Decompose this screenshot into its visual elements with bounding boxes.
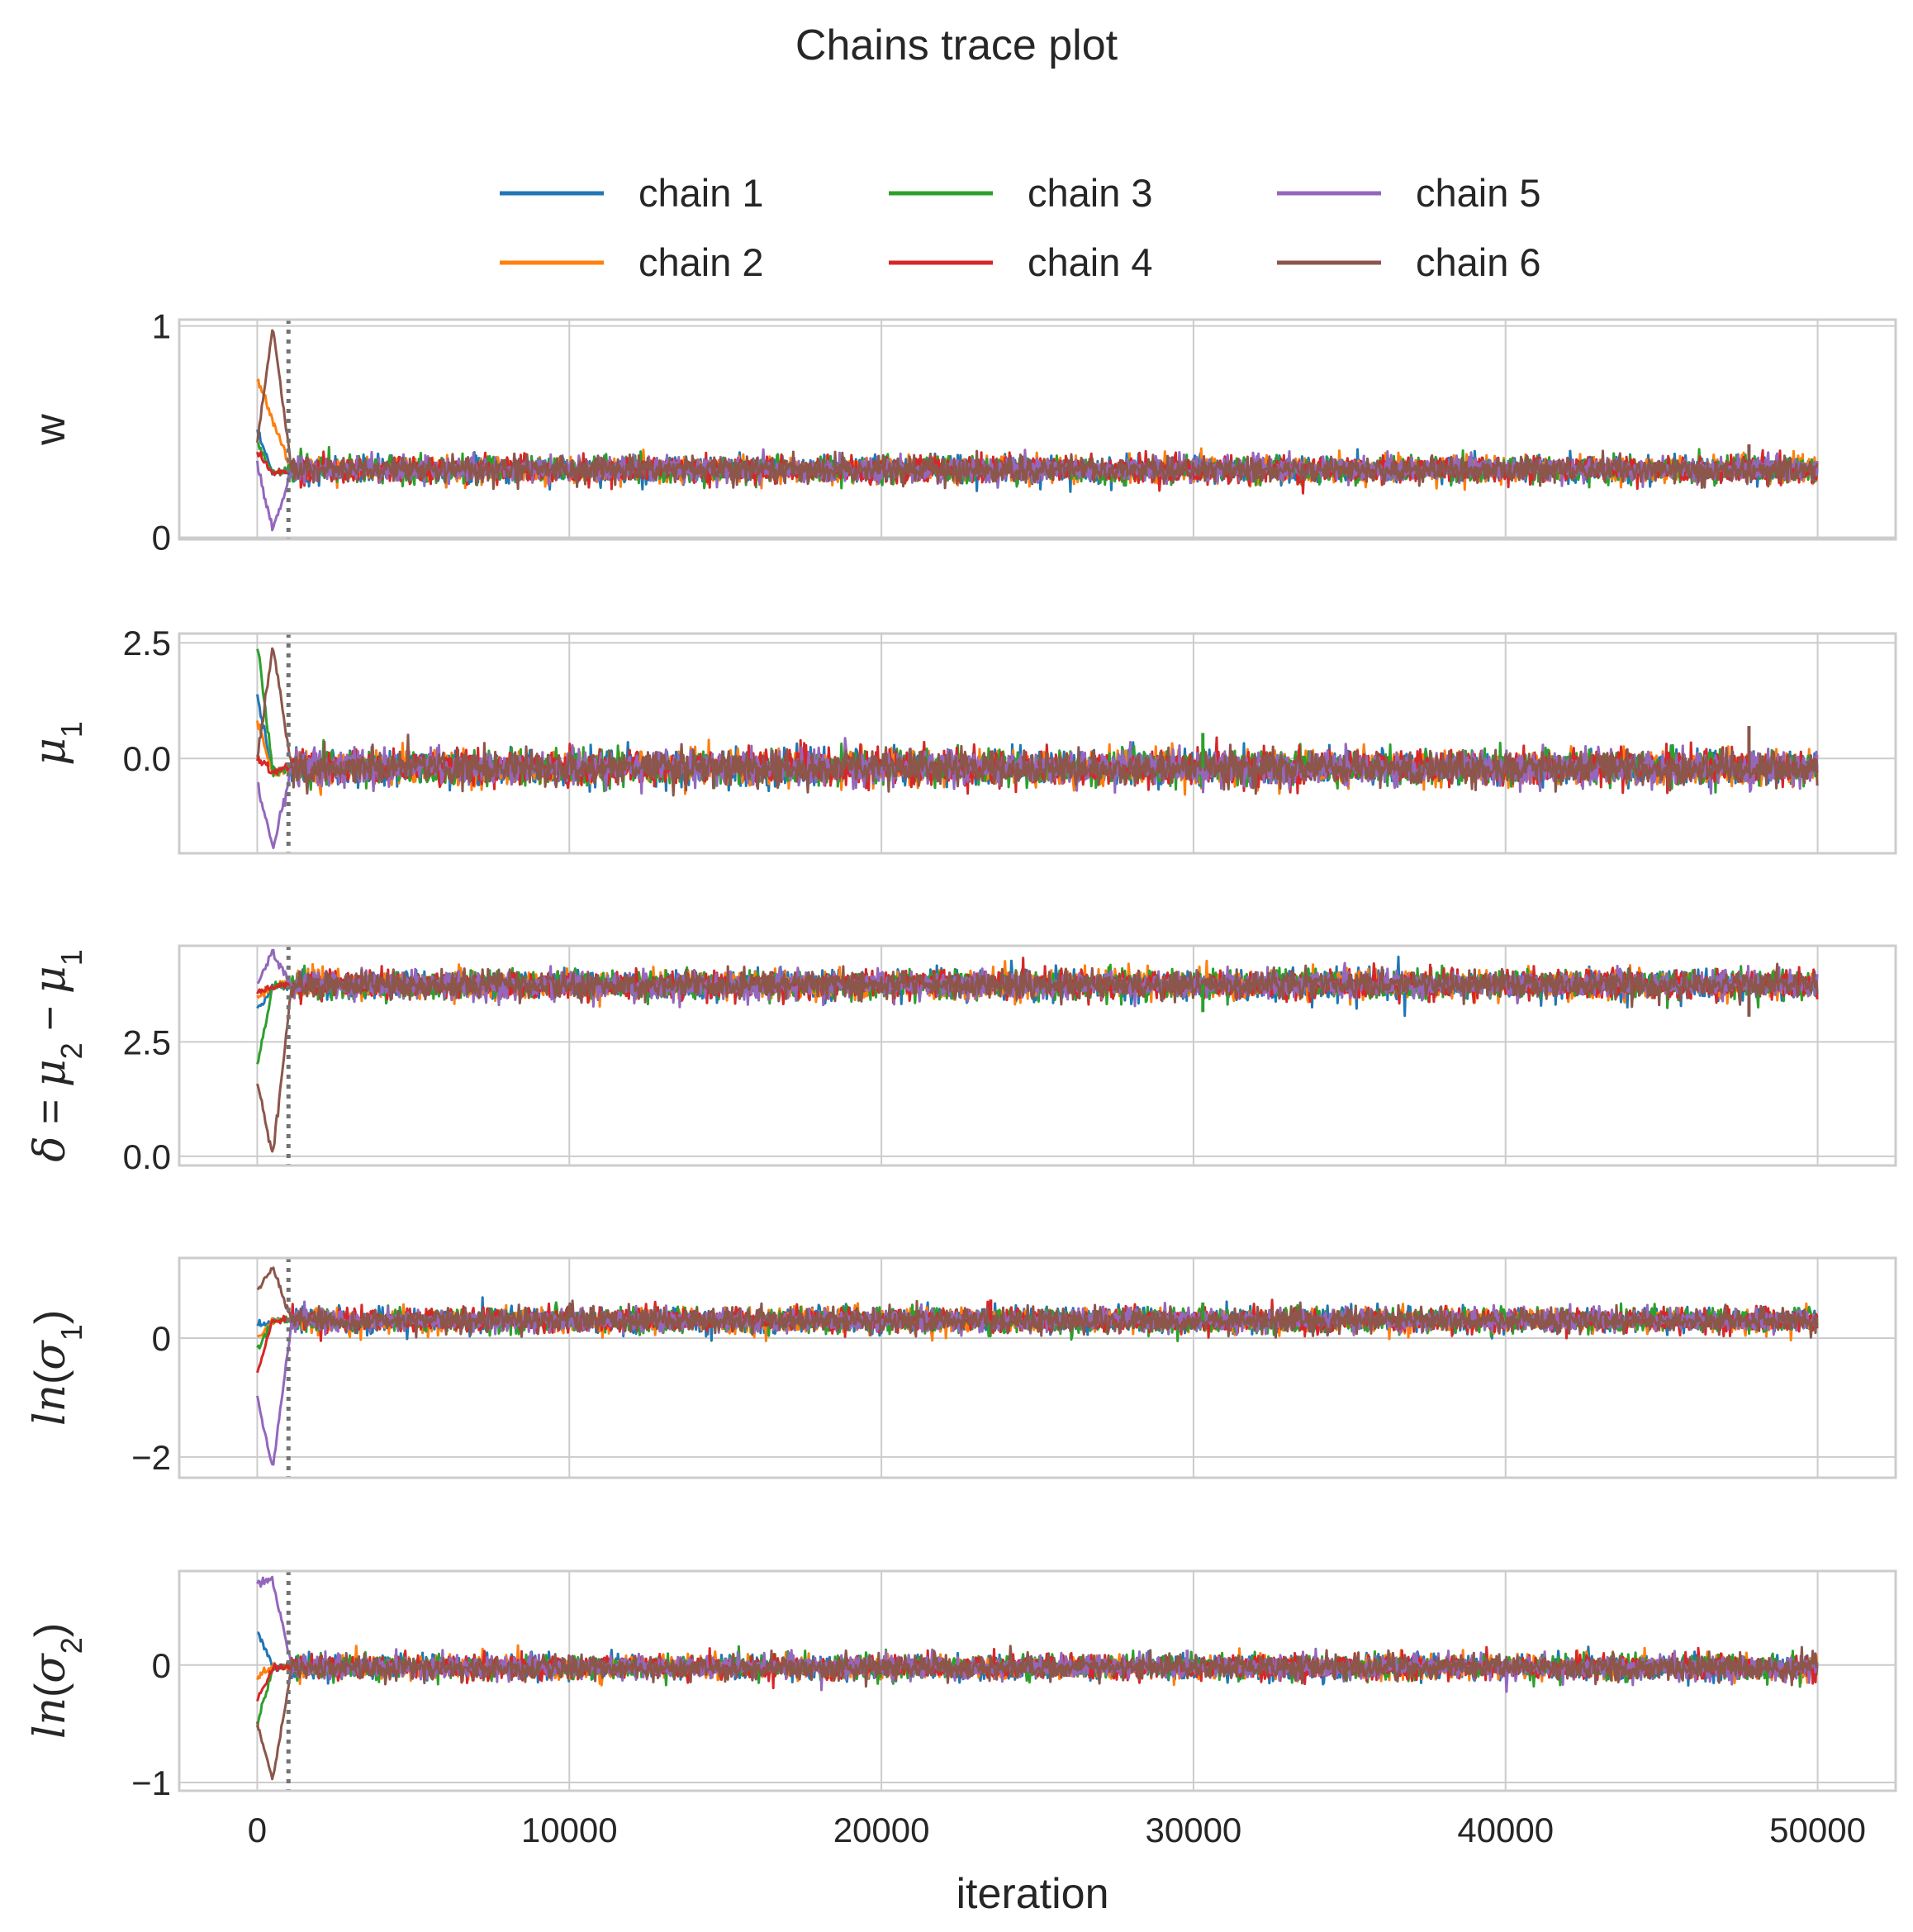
- legend-label: chain 2: [638, 240, 764, 284]
- panels: 0 1 w 0.0 2.5 μ1 0.0 2.5 δ = μ2 − μ1 −2 0 ln(σ1) −1 0…: [26, 307, 1897, 1849]
- legend-label: chain 6: [1416, 240, 1541, 284]
- trace-chain-4: [256, 957, 1819, 1006]
- y-axis-label-mu1: μ1: [26, 721, 88, 766]
- x-tick-label: 30000: [1146, 1811, 1242, 1849]
- y-axis-label-lnsigma2: ln(σ2): [26, 1623, 88, 1739]
- x-axis-label: iteration: [956, 1870, 1109, 1918]
- panel-lnsigma1: −2 0 ln(σ1): [26, 1256, 1897, 1479]
- x-tick-label: 10000: [521, 1811, 618, 1849]
- trace-chain-6: [256, 962, 1819, 1153]
- y-tick-label: −1: [131, 1763, 171, 1802]
- panel-mu1: 0.0 2.5 μ1: [26, 624, 1897, 855]
- y-tick-label: 0: [152, 1646, 171, 1685]
- trace-chain-6: [256, 1266, 1819, 1339]
- x-tick-label: 40000: [1457, 1811, 1554, 1849]
- panel-frame: [178, 1256, 1897, 1479]
- legend: chain 1 chain 2 chain 3 chain 4 chain 5 chain…: [500, 171, 1541, 284]
- y-tick-label: −2: [131, 1438, 171, 1477]
- legend-item-chain-5: chain 5: [1277, 171, 1541, 215]
- y-tick-label: 2.5: [123, 1023, 171, 1061]
- x-tick-label: 20000: [833, 1811, 930, 1849]
- trace-chain-6: [256, 1645, 1819, 1781]
- x-tick-label: 50000: [1769, 1811, 1866, 1849]
- panel-frame: [178, 632, 1897, 855]
- legend-item-chain-3: chain 3: [889, 171, 1153, 215]
- legend-label: chain 1: [638, 171, 764, 215]
- y-tick-label: 0.0: [123, 739, 171, 778]
- legend-item-chain-2: chain 2: [500, 240, 764, 284]
- x-axis: 0 10000 20000 30000 40000 50000: [248, 1811, 1866, 1849]
- panel-lnsigma2: −1 0 ln(σ2): [26, 1569, 1897, 1802]
- y-axis-label-delta: δ = μ2 − μ1: [26, 949, 88, 1162]
- y-axis-label-w: w: [26, 414, 74, 446]
- panel-frame: [178, 1569, 1897, 1792]
- legend-item-chain-1: chain 1: [500, 171, 764, 215]
- panel-delta: 0.0 2.5 δ = μ2 − μ1: [26, 944, 1897, 1176]
- y-tick-label: 0: [152, 1319, 171, 1358]
- legend-label: chain 5: [1416, 171, 1541, 215]
- legend-item-chain-6: chain 6: [1277, 240, 1541, 284]
- y-tick-label: 0.0: [123, 1137, 171, 1176]
- trace-chain-6: [256, 329, 1819, 491]
- chart-title: Chains trace plot: [795, 21, 1118, 69]
- y-tick-label: 0: [152, 518, 171, 557]
- y-tick-label: 2.5: [123, 624, 171, 662]
- legend-item-chain-4: chain 4: [889, 240, 1153, 284]
- panel-frame: [178, 318, 1897, 541]
- y-tick-label: 1: [152, 307, 171, 346]
- trace-chain-6: [256, 647, 1819, 797]
- legend-label: chain 4: [1028, 240, 1153, 284]
- legend-label: chain 3: [1028, 171, 1153, 215]
- panel-frame: [178, 944, 1897, 1167]
- x-tick-label: 0: [248, 1811, 267, 1849]
- panel-w: 0 1 w: [26, 307, 1897, 557]
- y-axis-label-lnsigma1: ln(σ1): [26, 1310, 88, 1426]
